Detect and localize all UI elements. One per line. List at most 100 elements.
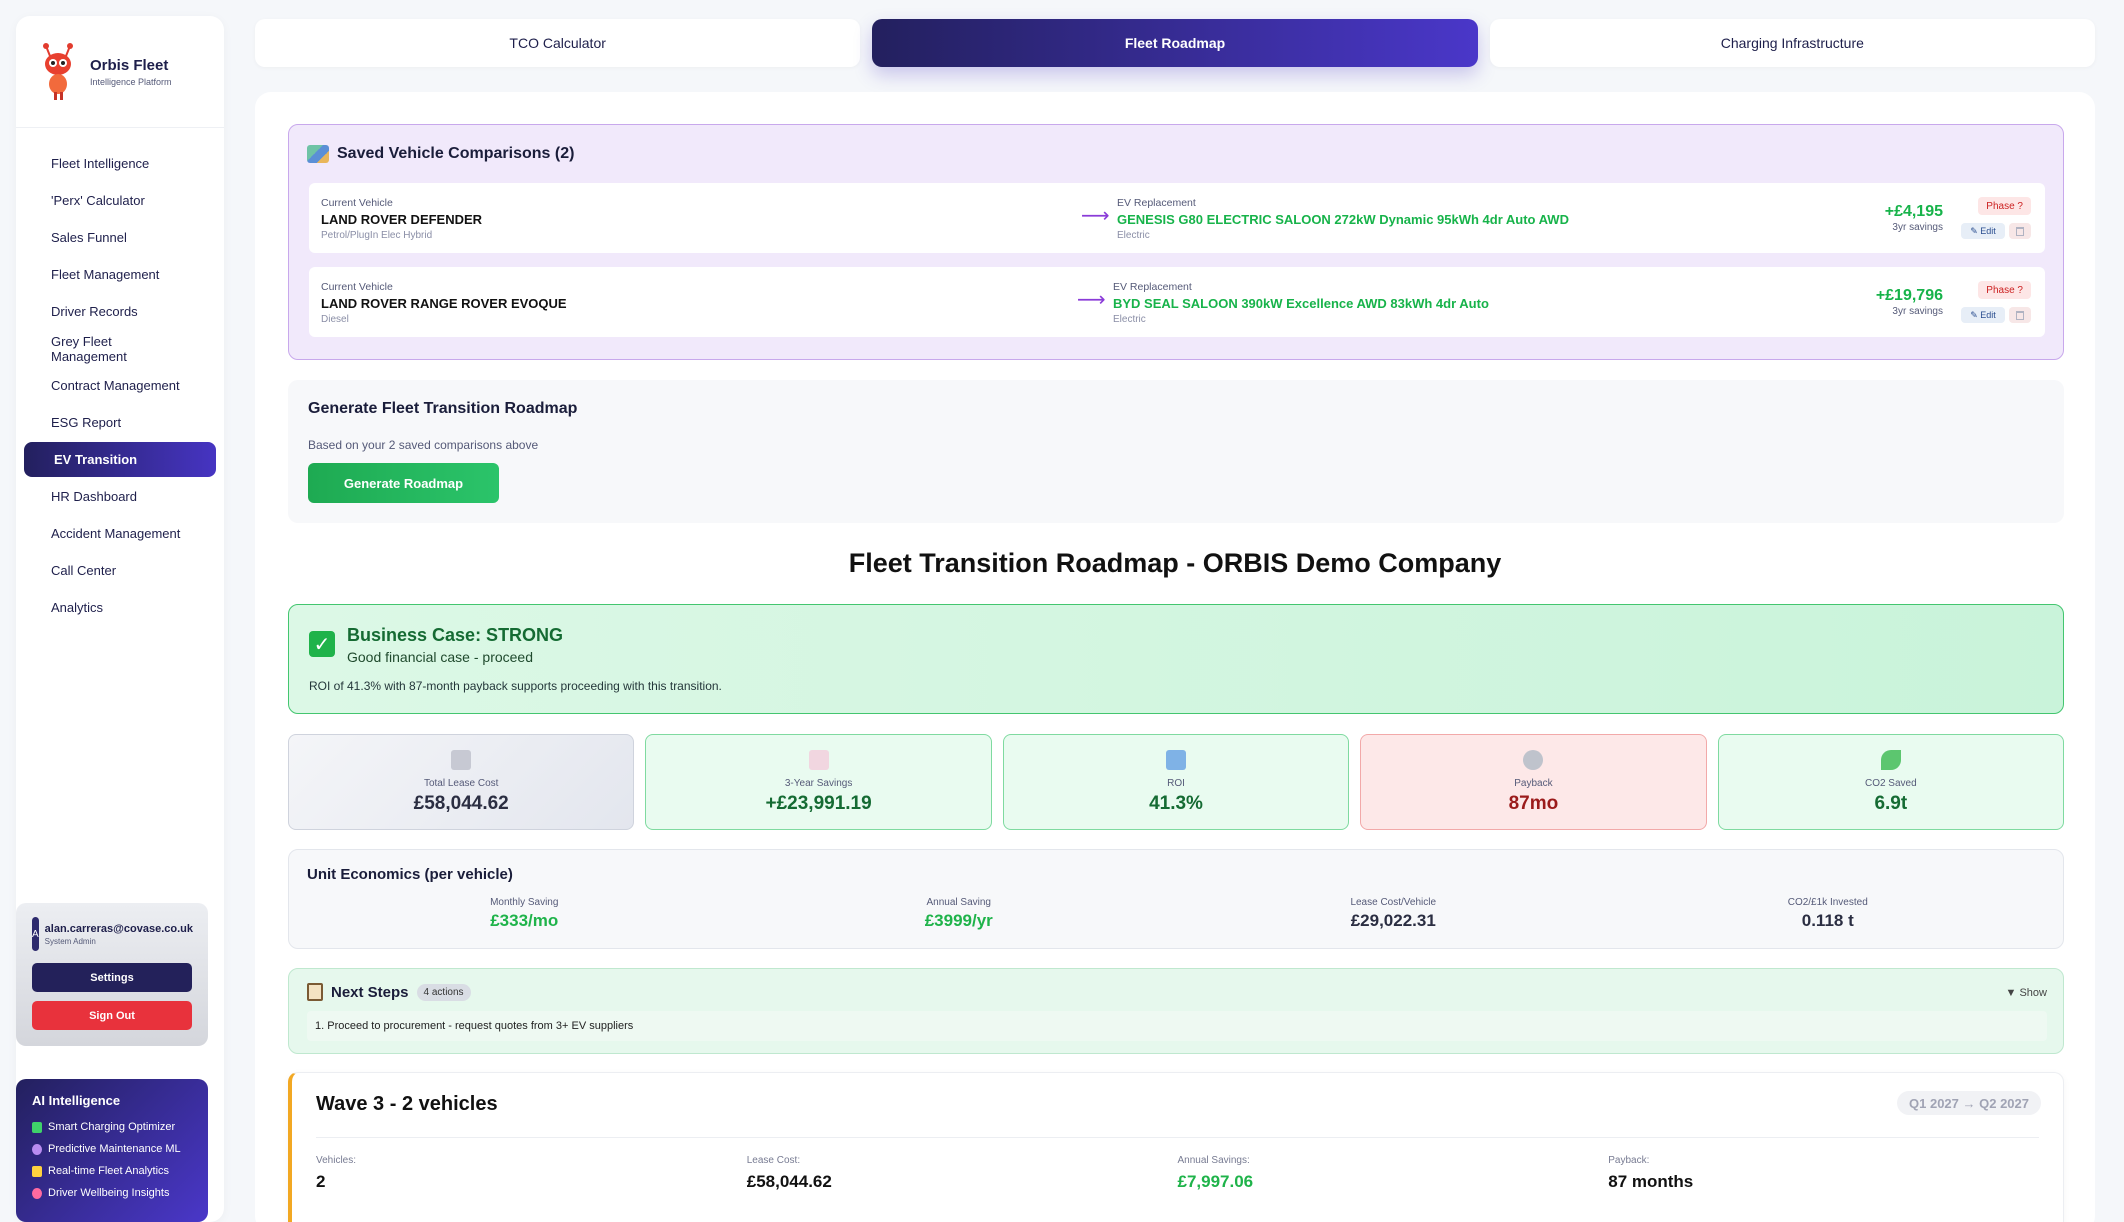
sidebar-item-fleet-management[interactable]: Fleet Management [51,267,160,282]
unit-economics: Unit Economics (per vehicle) Monthly Sav… [288,849,2064,949]
metric-label: Total Lease Cost [423,778,499,789]
tab-bar: TCO Calculator Fleet Roadmap Charging In… [255,19,2095,67]
saved-title-text: Saved Vehicle Comparisons (2) [337,145,575,162]
robot-logo-icon [36,42,80,102]
wave-lease-cost: Lease Cost: £58,044.62 [747,1155,1178,1192]
current-vehicle-fuel: Diesel [321,314,349,325]
ev-replacement-fuel: Electric [1117,230,1150,241]
avatar: A [32,917,39,951]
seedling-icon [1880,750,1901,770]
stopwatch-icon [1523,750,1544,770]
sidebar-item-sales-funnel[interactable]: Sales Funnel [51,230,127,245]
generate-roadmap-section: Generate Fleet Transition Roadmap Based … [288,380,2064,523]
unit-label: Annual Saving [926,897,992,908]
wave-label: Annual Savings: [1177,1155,1250,1166]
user-card: A alan.carreras@covase.co.uk System Admi… [16,903,208,1046]
show-toggle[interactable]: ▼ Show [2005,987,2047,999]
wave-card: Wave 3 - 2 vehicles Q1 2027 → Q2 2027 Ve… [288,1072,2064,1222]
sidebar-item-ev-transition[interactable]: EV Transition [24,442,216,477]
phase-badge[interactable]: Phase ? [1978,281,2031,299]
savings: +£4,195 3yr savings [1885,203,1943,233]
chart-up-icon [808,750,829,770]
unit-economics-title: Unit Economics (per vehicle) [307,866,513,883]
ai-item-predictive-maintenance[interactable]: Predictive Maintenance ML [32,1138,192,1160]
delete-button[interactable] [2009,223,2031,239]
generate-roadmap-button[interactable]: Generate Roadmap [308,463,499,503]
metric-co2-saved: CO2 Saved 6.9t [1717,734,2065,830]
ai-item-fleet-analytics[interactable]: Real-time Fleet Analytics [32,1160,192,1182]
business-case: ✓ Business Case: STRONG Good financial c… [288,604,2064,714]
metric-value: 41.3% [1149,793,1203,814]
business-case-description: ROI of 41.3% with 87-month payback suppo… [309,679,722,693]
ai-item-label: Real-time Fleet Analytics [48,1165,170,1177]
edit-button[interactable]: ✎ Edit [1961,307,2005,323]
ev-replacement-fuel: Electric [1113,314,1146,325]
ev-replacement-name: GENESIS G80 ELECTRIC SALOON 272kW Dynami… [1117,212,1569,227]
savings-label: 3yr savings [1892,222,1943,233]
unit-annual-saving: Annual Saving £3999/yr [742,897,1177,931]
arrow-right-icon: ⟶ [1081,205,1110,227]
unit-co2-per-1k: CO2/£1k Invested 0.118 t [1611,897,2046,931]
sidebar-item-perx-calculator[interactable]: 'Perx' Calculator [51,193,145,208]
delete-button[interactable] [2009,307,2031,323]
ai-item-driver-wellbeing[interactable]: Driver Wellbeing Insights [32,1182,192,1204]
heart-icon [32,1187,42,1199]
sidebar-item-hr-dashboard[interactable]: HR Dashboard [51,489,137,504]
current-vehicle-fuel: Petrol/PlugIn Elec Hybrid [321,230,433,241]
wave-dates: Q1 2027 → Q2 2027 [1897,1091,2041,1115]
tab-tco-calculator[interactable]: TCO Calculator [255,19,861,67]
metric-label: 3-Year Savings [784,778,853,789]
edit-button[interactable]: ✎ Edit [1961,223,2005,239]
current-vehicle-label: Current Vehicle [321,281,393,293]
metric-payback: Payback 87mo [1360,734,1707,830]
check-icon: ✓ [309,631,335,657]
metric-value: +£23,991.19 [765,793,872,814]
savings-value: +£19,796 [1875,287,1943,304]
sidebar-item-grey-fleet[interactable]: Grey Fleet Management [51,333,127,364]
unit-label: Lease Cost/Vehicle [1350,897,1437,908]
sidebar-item-contract-management[interactable]: Contract Management [51,378,180,393]
metric-label: CO2 Saved [1864,778,1917,789]
ai-item-label: Smart Charging Optimizer [48,1121,176,1133]
wave-value: £58,044.62 [746,1172,832,1191]
tab-fleet-roadmap[interactable]: Fleet Roadmap [872,19,1478,67]
comparison-row[interactable]: Current Vehicle LAND ROVER RANGE ROVER E… [309,267,2045,337]
sidebar-item-accident-management[interactable]: Accident Management [51,526,181,541]
trash-icon [2016,310,2024,320]
unit-value: £333/mo [490,911,559,930]
current-vehicle-name: LAND ROVER RANGE ROVER EVOQUE [321,296,567,311]
metric-cards: Total Lease Cost £58,044.62 3-Year Savin… [288,734,2065,830]
wave-value: 87 months [1608,1172,1694,1191]
sidebar-item-driver-records[interactable]: Driver Records [51,304,138,319]
clipboard-icon [307,983,323,1001]
metric-value: 87mo [1508,793,1559,814]
wave-vehicles: Vehicles: 2 [316,1155,747,1192]
next-steps: Next Steps 4 actions ▼ Show 1. Proceed t… [288,968,2064,1054]
business-case-title: Business Case: STRONG [347,625,564,645]
phase-badge[interactable]: Phase ? [1978,197,2031,215]
arrow-right-icon: ⟶ [1077,289,1106,311]
ev-replacement: EV Replacement BYD SEAL SALOON 390kW Exc… [1113,281,1489,325]
sidebar-item-fleet-intelligence[interactable]: Fleet Intelligence [51,156,150,171]
saved-comparisons: Saved Vehicle Comparisons (2) Current Ve… [288,124,2064,360]
sign-out-button[interactable]: Sign Out [32,1001,192,1030]
next-steps-title: Next Steps [331,983,409,1001]
sidebar-item-call-center[interactable]: Call Center [51,563,117,578]
ev-replacement-label: EV Replacement [1113,281,1192,293]
ai-item-smart-charging[interactable]: Smart Charging Optimizer [32,1116,192,1138]
unit-value: £29,022.31 [1350,911,1436,930]
wave-annual-savings: Annual Savings: £7,997.06 [1178,1155,1609,1192]
ev-replacement-label: EV Replacement [1117,197,1196,209]
current-vehicle: Current Vehicle LAND ROVER RANGE ROVER E… [321,281,567,325]
settings-button[interactable]: Settings [32,963,192,992]
sidebar-item-esg-report[interactable]: ESG Report [51,415,122,430]
tab-charging-infrastructure[interactable]: Charging Infrastructure [1489,19,2095,67]
savings-label: 3yr savings [1892,306,1943,317]
wave-value: 2 [316,1172,326,1191]
main-panel: Saved Vehicle Comparisons (2) Current Ve… [255,92,2095,1222]
brand[interactable]: Orbis Fleet Intelligence Platform [16,16,224,128]
comparison-row[interactable]: Current Vehicle LAND ROVER DEFENDER Petr… [309,183,2045,253]
next-step-item: 1. Proceed to procurement - request quot… [307,1011,2047,1041]
sidebar-item-analytics[interactable]: Analytics [51,600,104,615]
unit-monthly-saving: Monthly Saving £333/mo [307,897,742,931]
